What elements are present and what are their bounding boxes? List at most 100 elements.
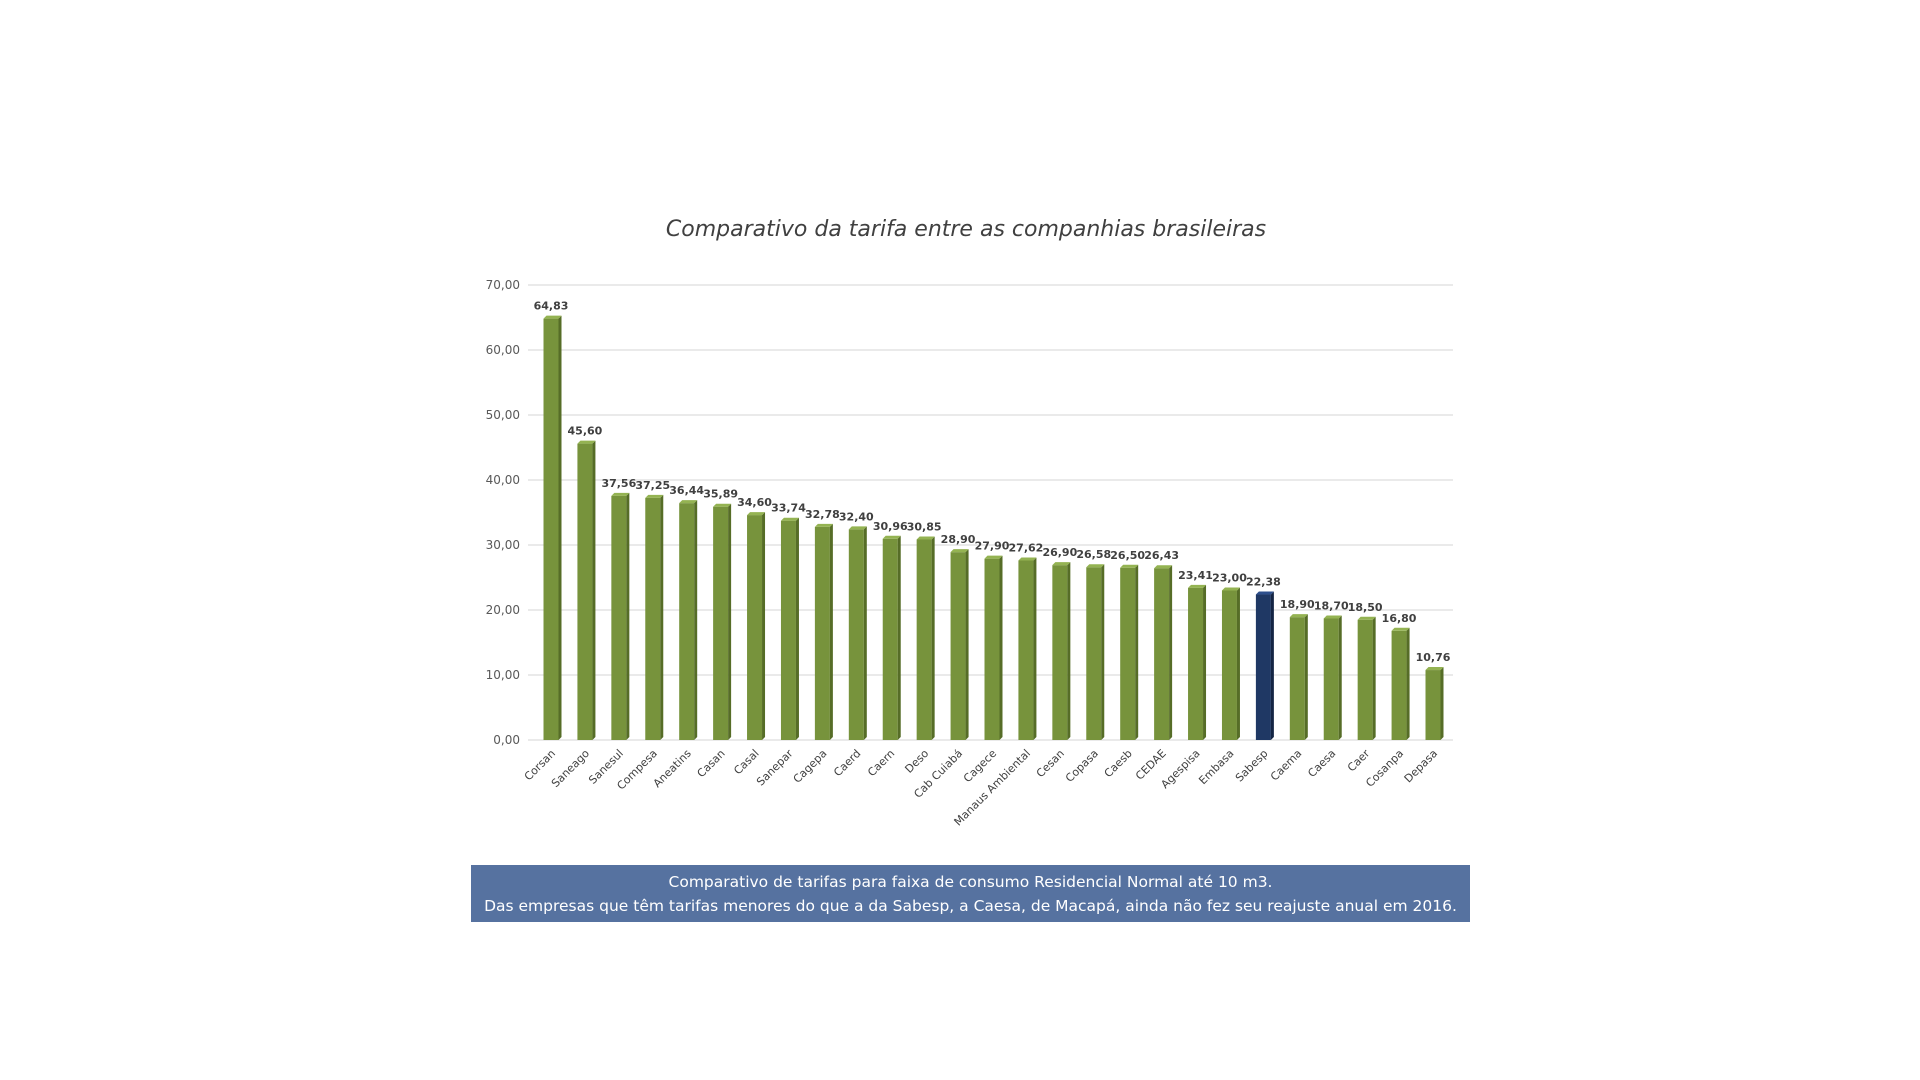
bar — [780, 517, 799, 740]
bars — [543, 315, 1444, 740]
data-label: 26,90 — [1042, 546, 1077, 559]
bar-top — [747, 512, 766, 516]
bar-face — [950, 552, 966, 740]
bar — [1357, 616, 1376, 740]
caption-line-2: Das empresas que têm tarifas menores do … — [484, 896, 1457, 915]
bar-face — [1154, 568, 1170, 740]
bar-top — [780, 517, 799, 521]
data-label: 33,74 — [771, 502, 806, 515]
data-label: 30,85 — [907, 520, 942, 533]
bar — [1188, 584, 1207, 740]
data-label: 27,90 — [975, 540, 1010, 553]
data-label: 27,62 — [1009, 541, 1044, 554]
bar — [814, 523, 833, 740]
bar-top — [882, 535, 901, 539]
y-tick-label: 60,00 — [486, 343, 520, 357]
bar — [1425, 667, 1444, 740]
bar-side — [1304, 614, 1308, 740]
bar-face — [1086, 567, 1102, 740]
x-category-label: Casan — [695, 747, 728, 780]
bar-face — [1052, 565, 1068, 740]
bar-face — [747, 515, 763, 740]
bar-face — [577, 443, 593, 740]
bar-top — [543, 315, 562, 319]
bar-face — [1425, 670, 1441, 740]
x-category-label: Copasa — [1063, 747, 1101, 785]
data-label: 16,80 — [1382, 612, 1417, 625]
bar-side — [1135, 564, 1139, 740]
bar — [1154, 565, 1173, 740]
bar-top — [848, 526, 867, 530]
bar — [679, 500, 698, 740]
bar-face — [1255, 594, 1271, 740]
bar — [1391, 627, 1410, 740]
bar-side — [558, 315, 562, 740]
data-label: 26,43 — [1144, 549, 1179, 562]
bar-side — [1338, 615, 1342, 740]
bar-side — [1406, 627, 1410, 740]
bar — [713, 503, 732, 740]
data-label: 28,90 — [941, 533, 976, 546]
bar-side — [1440, 667, 1444, 740]
data-label: 30,96 — [873, 520, 908, 533]
x-category-label: Casal — [731, 747, 761, 777]
bar-top — [1357, 616, 1376, 620]
bar-top — [1391, 627, 1410, 631]
bar-face — [1188, 587, 1204, 740]
data-label: 26,58 — [1076, 548, 1111, 561]
x-category-label: Aneatins — [651, 747, 694, 790]
bar-side — [626, 492, 630, 740]
caption-line-1: Comparativo de tarifas para faixa de con… — [668, 872, 1273, 891]
x-category-label: Cosanpa — [1363, 747, 1406, 790]
bar-top — [1120, 564, 1139, 568]
bar-side — [762, 512, 766, 740]
data-label: 18,70 — [1314, 599, 1349, 612]
bar-top — [1323, 615, 1342, 619]
bar-face — [1357, 619, 1373, 740]
bar-top — [645, 494, 664, 498]
bar — [1018, 557, 1037, 740]
bar-side — [1169, 565, 1173, 740]
chart-caption: Comparativo de tarifas para faixa de con… — [471, 865, 1470, 922]
y-tick-label: 10,00 — [486, 668, 520, 682]
bar — [984, 555, 1003, 740]
bar-face — [1221, 590, 1237, 740]
bar-face — [916, 539, 932, 740]
x-category-label: Cagepa — [791, 747, 830, 786]
bar-top — [1018, 557, 1037, 561]
data-label: 34,60 — [737, 496, 772, 509]
bar-top — [577, 440, 596, 444]
bar-side — [999, 555, 1003, 740]
bar — [611, 492, 630, 740]
bar-side — [829, 523, 833, 740]
bar — [645, 494, 664, 740]
bar — [882, 535, 901, 740]
bar — [1323, 615, 1342, 740]
bar-side — [931, 536, 935, 740]
bar-side — [897, 535, 901, 740]
x-category-label: Caerd — [831, 747, 863, 779]
data-label: 22,38 — [1246, 576, 1281, 589]
bar-face — [1391, 630, 1407, 740]
bar-top — [679, 500, 698, 504]
bar — [747, 512, 766, 740]
bar — [848, 526, 867, 740]
bar-top — [611, 492, 630, 496]
bar-face — [645, 497, 661, 740]
bar-top — [916, 536, 935, 540]
bar-side — [592, 440, 596, 740]
bar — [1120, 564, 1139, 740]
bar-side — [1033, 557, 1037, 740]
data-label: 64,83 — [534, 300, 569, 313]
bar — [1052, 562, 1071, 740]
bar-top — [1052, 562, 1071, 566]
bar-face — [984, 558, 1000, 740]
bar-side — [728, 503, 732, 740]
bar-top — [1289, 614, 1308, 618]
bar-top — [1154, 565, 1173, 569]
data-label: 18,90 — [1280, 598, 1315, 611]
y-axis-ticks: 0,00 10,00 20,00 30,00 40,00 50,00 60,00 70,00 — [486, 278, 520, 747]
